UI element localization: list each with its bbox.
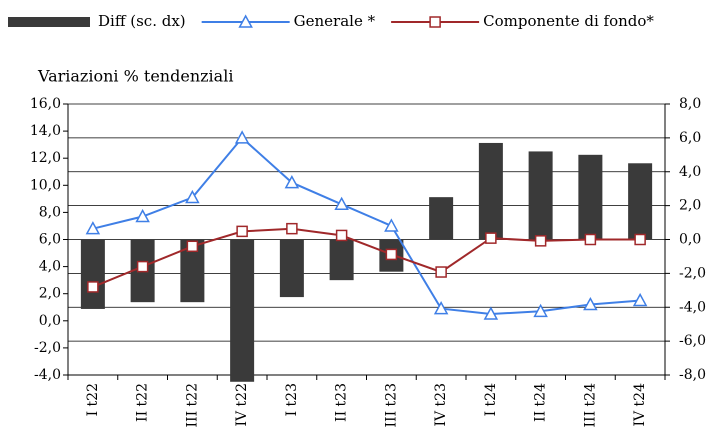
y2-tick-label: -8,0 [679,367,706,383]
y-tick-label: -2,0 [34,340,61,356]
y2-tick-label: 2,0 [679,198,701,214]
bar [528,151,553,240]
marker [335,229,348,242]
legend-marker [429,16,441,28]
bar [578,154,603,240]
y-tick-label: -4,0 [34,367,61,383]
marker [384,218,399,232]
y-axis-label: Variazioni % tendenziali [37,67,233,86]
marker [284,175,300,189]
marker [234,130,250,144]
y-tick-label: 4,0 [39,259,61,275]
marker [385,248,398,261]
y-tick-label: 6,0 [39,232,61,248]
y2-tick-label: 4,0 [679,164,701,180]
x-tick-label: IV t23 [433,383,449,427]
marker [87,281,99,293]
y2-tick-label: 6,0 [679,130,701,146]
x-tick-label: II t22 [135,383,151,422]
marker [583,296,598,311]
marker [433,301,449,315]
x-tick-label: IV t22 [234,383,250,427]
marker [334,196,349,211]
y-tick-label: 12,0 [30,150,61,166]
marker [185,189,200,204]
y-tick-label: 16,0 [30,96,61,112]
x-tick-label: I t24 [483,383,499,417]
legend-label: Componente di fondo* [483,12,654,30]
bar [80,239,105,309]
marker [584,233,597,246]
bar [429,197,454,240]
x-tick-label: II t23 [334,383,350,422]
x-tick-label: I t22 [85,383,101,416]
marker [135,208,150,223]
marker [485,232,497,244]
bar [279,239,304,298]
y2-tick-label: -2,0 [679,265,706,281]
bar [329,239,354,281]
x-tick-label: IV t24 [632,383,648,427]
line [92,227,641,288]
marker [286,222,298,235]
legend-label: Generale * [294,12,376,30]
bar [628,163,653,240]
x-tick-label: I t23 [284,383,300,416]
y2-tick-label: 8,0 [679,96,701,112]
x-tick-label: III t22 [184,383,200,427]
marker [136,260,149,273]
x-tick-label: III t23 [383,383,399,427]
marker [632,292,648,307]
marker [483,306,499,320]
y-tick-label: 10,0 [30,177,61,193]
marker [236,225,248,238]
x-tick-label: III t24 [582,383,598,428]
legend-marker [238,14,253,28]
x-tick-label: II t24 [533,383,549,422]
marker [534,235,547,247]
line [92,136,641,316]
y-tick-label: 0,0 [39,313,61,329]
y2-tick-label: 0,0 [679,232,701,248]
y-tick-label: 2,0 [39,286,61,302]
marker [533,303,548,318]
marker [435,266,447,278]
marker [85,221,101,235]
y-tick-label: 8,0 [39,204,61,220]
marker [634,233,646,246]
bar [230,239,255,382]
y-tick-label: 14,0 [30,123,61,139]
y2-tick-label: -6,0 [679,333,706,349]
legend-label: Diff (sc. dx) [98,12,186,30]
y2-tick-label: -4,0 [679,299,706,315]
legend-swatch [8,17,90,27]
bar [478,142,503,240]
marker [186,240,199,253]
